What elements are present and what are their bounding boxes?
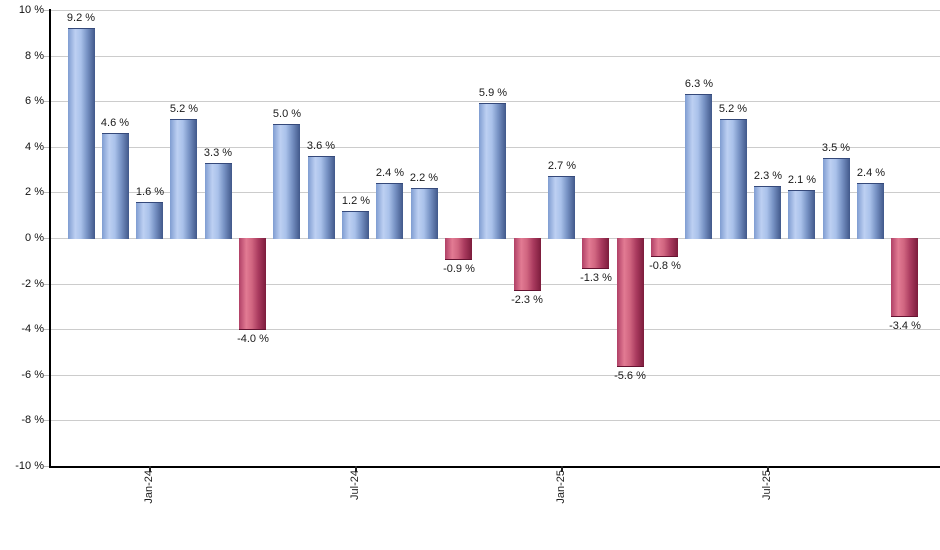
bar-positive xyxy=(273,124,300,239)
grid-line xyxy=(49,284,940,285)
bar-positive xyxy=(342,211,369,239)
y-axis-tick xyxy=(44,147,49,148)
grid-line xyxy=(49,101,940,102)
bar-value-label: 6.3 % xyxy=(684,78,714,90)
bar-negative xyxy=(651,238,678,257)
bar-positive xyxy=(754,186,781,239)
bar-negative xyxy=(617,238,644,367)
bar-positive xyxy=(170,119,197,239)
y-axis-label: 4 % xyxy=(25,141,44,153)
grid-line xyxy=(49,329,940,330)
bar-negative xyxy=(582,238,609,269)
x-axis-tick xyxy=(561,466,563,472)
x-axis-tick xyxy=(355,466,357,472)
y-axis-tick xyxy=(44,466,49,467)
y-axis-tick xyxy=(44,101,49,102)
bar-negative xyxy=(891,238,918,317)
bar-negative xyxy=(239,238,266,330)
bar-value-label: 5.2 % xyxy=(718,103,748,115)
y-axis-label: 6 % xyxy=(25,95,44,107)
y-axis-tick xyxy=(44,192,49,193)
bar-value-label: 1.2 % xyxy=(341,195,371,207)
y-axis-label: 10 % xyxy=(18,4,44,16)
bar-value-label: 5.0 % xyxy=(272,108,302,120)
bar-value-label: 9.2 % xyxy=(66,12,96,24)
bar-value-label: 2.2 % xyxy=(409,172,439,184)
bar-value-label: 3.5 % xyxy=(821,142,851,154)
grid-line xyxy=(49,56,940,57)
bar-negative xyxy=(445,238,472,260)
y-axis-label: 8 % xyxy=(25,50,44,62)
x-axis-tick xyxy=(149,466,151,472)
y-axis-tick xyxy=(44,420,49,421)
y-axis-label: -8 % xyxy=(21,414,44,426)
bar-positive xyxy=(788,190,815,239)
bar-value-label: -0.9 % xyxy=(443,263,475,275)
bar-value-label: 1.6 % xyxy=(135,186,165,198)
bar-positive xyxy=(376,183,403,239)
y-axis-label: 0 % xyxy=(25,232,44,244)
y-axis-tick xyxy=(44,284,49,285)
bar-value-label: -4.0 % xyxy=(237,333,269,345)
y-axis-tick xyxy=(44,329,49,330)
bar-positive xyxy=(68,28,95,239)
y-axis-tick xyxy=(44,10,49,11)
bar-value-label: -0.8 % xyxy=(649,260,681,272)
y-axis-label: -2 % xyxy=(21,278,44,290)
bar-value-label: 2.4 % xyxy=(375,167,405,179)
bar-positive xyxy=(102,133,129,239)
bar-positive xyxy=(479,103,506,239)
x-axis-label: Jul-25 xyxy=(761,470,773,500)
bar-value-label: 2.7 % xyxy=(547,160,577,172)
x-axis-tick xyxy=(767,466,769,472)
bar-positive xyxy=(411,188,438,239)
y-axis-tick xyxy=(44,238,49,239)
bar-value-label: 3.6 % xyxy=(306,140,336,152)
y-axis-label: -4 % xyxy=(21,323,44,335)
bar-value-label: -1.3 % xyxy=(580,272,612,284)
y-axis-label: -10 % xyxy=(15,460,44,472)
bar-positive xyxy=(857,183,884,239)
bar-value-label: 2.4 % xyxy=(856,167,886,179)
bar-positive xyxy=(308,156,335,239)
y-axis-label: 2 % xyxy=(25,186,44,198)
y-axis-tick xyxy=(44,375,49,376)
bar-positive xyxy=(136,202,163,239)
grid-line xyxy=(49,375,940,376)
grid-line xyxy=(49,420,940,421)
x-axis-label: Jul-24 xyxy=(349,470,361,500)
bar-value-label: 3.3 % xyxy=(203,147,233,159)
bar-value-label: -2.3 % xyxy=(511,294,543,306)
x-axis-label: Jan-25 xyxy=(555,470,567,504)
bar-positive xyxy=(685,94,712,239)
bar-positive xyxy=(823,158,850,239)
x-axis-label: Jan-24 xyxy=(143,470,155,504)
bar-negative xyxy=(514,238,541,291)
grid-line xyxy=(49,10,940,11)
bar-value-label: 2.1 % xyxy=(787,174,817,186)
bar-value-label: -3.4 % xyxy=(889,320,921,332)
bar-value-label: 2.3 % xyxy=(753,170,783,182)
y-axis-line xyxy=(49,9,51,467)
bar-positive xyxy=(720,119,747,239)
bar-positive xyxy=(205,163,232,239)
bar-value-label: 5.9 % xyxy=(478,87,508,99)
y-axis-label: -6 % xyxy=(21,369,44,381)
bar-positive xyxy=(548,176,575,239)
bar-value-label: 5.2 % xyxy=(169,103,199,115)
bar-value-label: -5.6 % xyxy=(614,370,646,382)
y-axis-tick xyxy=(44,56,49,57)
x-axis-line xyxy=(49,466,940,468)
bar-value-label: 4.6 % xyxy=(100,117,130,129)
